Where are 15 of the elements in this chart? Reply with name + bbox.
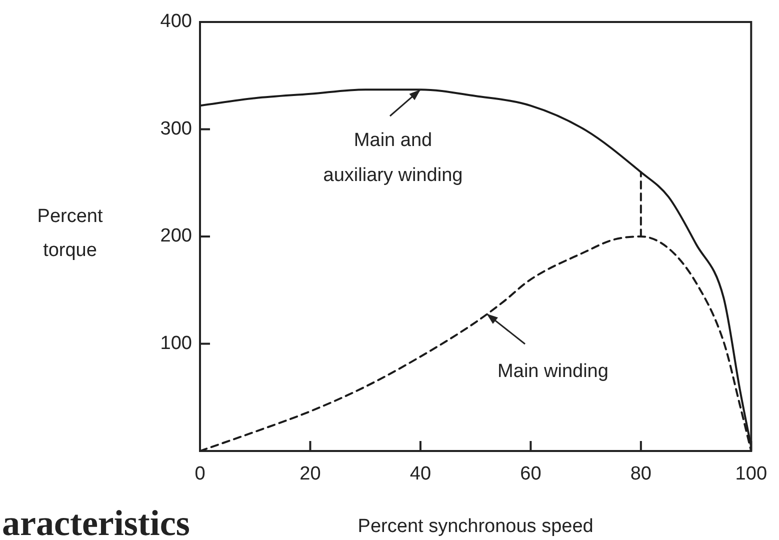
y-tick-label: 300 (160, 118, 192, 140)
x-tick-label: 60 (520, 464, 542, 485)
x-tick-label: 100 (735, 464, 767, 485)
x-tick-label: 40 (410, 464, 432, 485)
x-tick-label: 20 (300, 464, 321, 485)
y-axis-title: Percent torque (37, 206, 104, 261)
y-tick-label: 200 (160, 226, 192, 247)
annotation: Main winding (498, 361, 608, 382)
x-tick-label: 0 (194, 464, 206, 485)
text: aracteristics (2, 503, 190, 540)
x-axis-title: Percent synchronous speed (358, 516, 594, 537)
x-tick-label: 80 (630, 464, 652, 485)
annotation: Main and auxiliary winding (323, 130, 463, 186)
y-tick-label: 100 (160, 332, 192, 354)
y-tick-label: 400 (160, 11, 192, 32)
